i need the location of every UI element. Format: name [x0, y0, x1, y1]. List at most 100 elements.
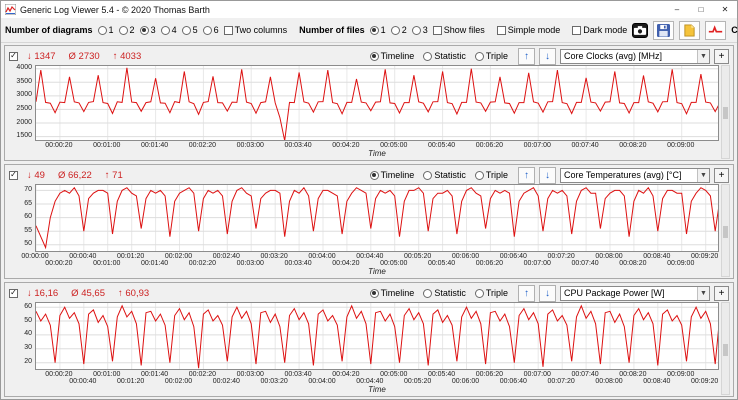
channel-select[interactable]: CPU Package Power [W] ▼ [560, 285, 710, 301]
chart-resize-slider[interactable] [721, 184, 730, 277]
chart-region: 50 55 60 65 70 00:00:00 00:00:20 00:00:40 00:01… [7, 184, 731, 277]
add-channel-button[interactable]: + [714, 48, 729, 64]
x-tick-label: 00:05:40 [427, 371, 456, 378]
view-mode-radios: Timeline Statistic Triple [369, 170, 508, 180]
statistic-radio[interactable]: Statistic [423, 170, 466, 180]
diagrams-option-1[interactable]: 1 [97, 25, 114, 35]
statistic-radio[interactable]: Statistic [423, 51, 466, 61]
chart-resize-slider[interactable] [721, 302, 730, 395]
diagrams-option-3-label: 3 [150, 25, 156, 35]
diagrams-option-5[interactable]: 5 [181, 25, 198, 35]
triple-radio[interactable]: Triple [474, 170, 508, 180]
radio-icon [474, 51, 484, 61]
panel-move-down-button[interactable]: ↓ [539, 284, 556, 302]
x-tick-label: 00:05:00 [380, 371, 408, 378]
slider-thumb[interactable] [723, 343, 728, 356]
add-channel-button[interactable]: + [714, 285, 729, 301]
max-stat: ↑ 60,93 [117, 287, 150, 299]
add-channel-button[interactable]: + [714, 167, 729, 183]
timeline-radio[interactable]: Timeline [369, 288, 414, 298]
save-button[interactable] [653, 20, 675, 40]
x-tick-label: 00:08:40 [643, 378, 671, 385]
radio-icon [423, 51, 433, 61]
simple-mode-checkbox[interactable]: Simple mode [496, 25, 560, 35]
files-option-1[interactable]: 1 [369, 25, 386, 35]
triple-radio[interactable]: Triple [474, 288, 508, 298]
down-arrow-icon: ↓ [545, 287, 550, 299]
radio-selected-icon [369, 25, 379, 35]
export-button[interactable] [679, 20, 701, 40]
panel-enabled-checkbox[interactable]: ✓ [9, 170, 18, 180]
plot-column: 00:00:20 00:01:00 00:01:40 00:02:20 00:03:00… [35, 65, 719, 159]
y-axis-labels: 20 30 40 50 60 [7, 302, 35, 395]
x-tick-label: 00:07:00 [523, 260, 551, 267]
radio-icon [118, 25, 128, 35]
two-columns-checkbox[interactable]: Two columns [223, 25, 287, 35]
panel-enabled-checkbox[interactable]: ✓ [9, 51, 18, 61]
y-tick-label: 3500 [16, 77, 32, 85]
radio-icon [202, 25, 212, 35]
number-of-files-label: Number of files [299, 25, 365, 35]
slider-thumb[interactable] [723, 107, 728, 120]
x-tick-label: 00:04:20 [332, 260, 360, 267]
y-tick-label: 30 [24, 344, 32, 352]
radio-selected-icon [369, 170, 379, 180]
chevron-down-icon: ▼ [697, 168, 709, 182]
panel-move-down-button[interactable]: ↓ [539, 166, 556, 184]
diagrams-option-4[interactable]: 4 [160, 25, 177, 35]
y-tick-label: 60 [24, 213, 32, 221]
timeline-radio[interactable]: Timeline [369, 170, 414, 180]
maximize-button[interactable]: □ [698, 5, 704, 14]
x-tick-label: 00:02:20 [188, 142, 217, 149]
x-tick-label: 00:04:20 [332, 371, 360, 378]
x-tick-label: 00:02:20 [188, 371, 217, 378]
window-controls: – □ ✕ [665, 1, 737, 18]
show-files-checkbox[interactable]: Show files [432, 25, 485, 35]
dark-mode-checkbox[interactable]: Dark mode [572, 25, 627, 35]
x-tick-label: 00:01:40 [140, 142, 169, 149]
panel-move-up-button[interactable]: ↑ [518, 47, 535, 65]
y-tick-label: 60 [24, 302, 32, 310]
diagrams-option-6[interactable]: 6 [202, 25, 219, 35]
radio-icon [181, 25, 191, 35]
x-tick-label: 00:08:20 [619, 142, 647, 149]
files-option-3[interactable]: 3 [411, 25, 428, 35]
x-tick-label: 00:01:00 [93, 142, 121, 149]
chart-region: 20 30 40 50 60 00:00:20 00:00:40 00:01:00 00:01… [7, 302, 731, 395]
triple-radio[interactable]: Triple [474, 51, 508, 61]
x-tick-label: 00:05:40 [427, 260, 456, 267]
screenshot-button[interactable] [632, 22, 649, 38]
x-tick-label: 00:07:20 [547, 378, 575, 385]
triple-label: Triple [485, 170, 508, 180]
panel-move-down-button[interactable]: ↓ [539, 47, 556, 65]
close-button[interactable]: ✕ [721, 5, 729, 14]
titlebar: Generic Log Viewer 5.4 - © 2020 Thomas B… [1, 1, 737, 18]
toolbar: Number of diagrams 1 2 3 4 5 6 Two colum… [1, 18, 738, 43]
max-stat: ↑ 4033 [112, 50, 142, 62]
panel-move-up-button[interactable]: ↑ [518, 166, 535, 184]
slider-thumb[interactable] [723, 225, 728, 238]
channel-select[interactable]: Core Temperatures (avg) [°C] ▼ [560, 167, 710, 183]
diagrams-option-3[interactable]: 3 [139, 25, 156, 35]
x-tick-label: 00:07:00 [523, 142, 551, 149]
timeline-radio[interactable]: Timeline [369, 51, 414, 61]
minimize-button[interactable]: – [674, 5, 680, 14]
line-style-button[interactable] [705, 20, 727, 40]
max-stat: ↑ 71 [104, 169, 123, 181]
x-tick-label: 00:03:00 [236, 371, 264, 378]
x-tick-label: 00:01:00 [93, 260, 121, 267]
app-icon [5, 4, 16, 15]
statistic-radio[interactable]: Statistic [423, 288, 466, 298]
panel-enabled-checkbox[interactable]: ✓ [9, 288, 18, 298]
files-option-2[interactable]: 2 [390, 25, 407, 35]
channel-select[interactable]: Core Clocks (avg) [MHz] ▼ [560, 48, 710, 64]
x-tick-label: 00:04:40 [356, 378, 384, 385]
diagrams-option-2[interactable]: 2 [118, 25, 135, 35]
radio-icon [474, 170, 484, 180]
files-option-3-label: 3 [422, 25, 428, 35]
files-option-2-label: 2 [401, 25, 407, 35]
radio-icon [423, 170, 433, 180]
panel-move-up-button[interactable]: ↑ [518, 284, 535, 302]
chart-resize-slider[interactable] [721, 65, 730, 159]
y-axis-labels: 1500 2000 2500 3000 3500 4000 [7, 64, 35, 159]
